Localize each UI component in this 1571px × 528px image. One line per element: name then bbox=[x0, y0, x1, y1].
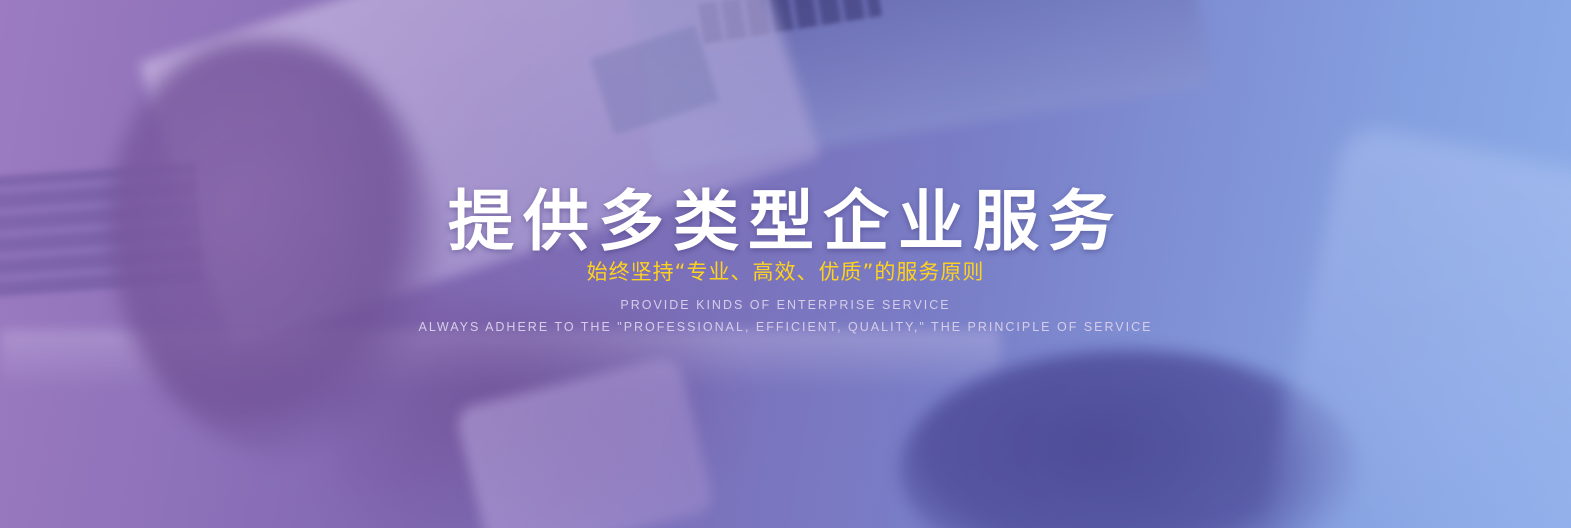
banner-english-line-1: PROVIDE KINDS OF ENTERPRISE SERVICE bbox=[620, 298, 951, 312]
banner-english-line-2: ALWAYS ADHERE TO THE "PROFESSIONAL, EFFI… bbox=[418, 320, 1153, 334]
banner-subtitle: 始终坚持“专业、高效、优质”的服务原则 bbox=[586, 260, 985, 284]
banner-title: 提供多类型企业服务 bbox=[448, 183, 1123, 260]
